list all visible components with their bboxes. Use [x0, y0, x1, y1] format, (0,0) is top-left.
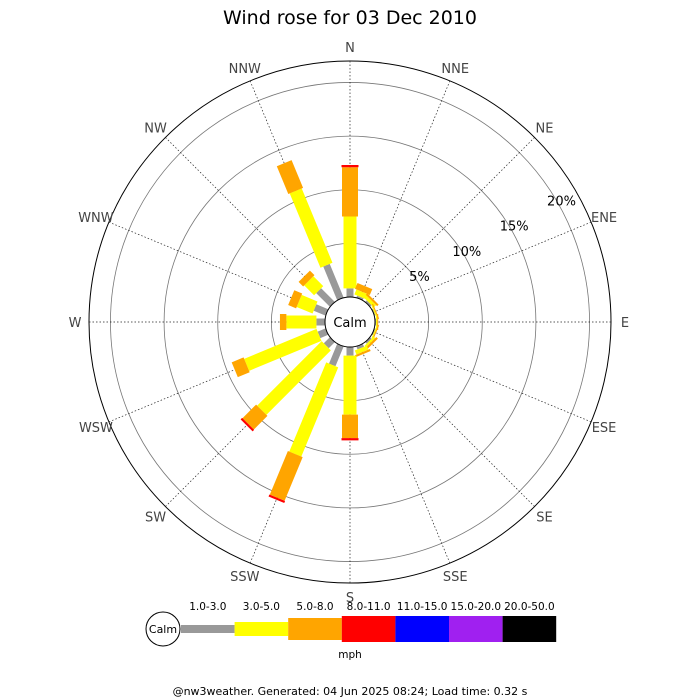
segment-nne-5.0-8.0	[355, 282, 373, 296]
radial-label-10: 10%	[452, 245, 481, 260]
bar-nne	[354, 282, 373, 301]
legend-swatch-8.0-11.0	[341, 616, 396, 642]
wind-bars	[231, 160, 380, 503]
segment-nnw-5.0-8.0	[276, 160, 304, 194]
direction-label-se: SE	[536, 510, 552, 525]
bar-ne	[364, 293, 379, 308]
segment-nw-1.0-3.0	[316, 288, 335, 307]
segment-ssw-8.0-11.0	[268, 494, 286, 503]
segment-nw-5.0-8.0	[298, 270, 315, 287]
bar-nnw	[276, 160, 344, 301]
segment-wnw-3.0-5.0	[296, 294, 318, 314]
spoke-wnw	[108, 221, 328, 313]
legend-swatch-15.0-20.0	[449, 616, 503, 642]
segment-wsw-3.0-5.0	[244, 328, 322, 371]
segment-wsw-5.0-8.0	[231, 357, 250, 378]
direction-label-s: S	[346, 591, 354, 606]
direction-label-ne: NE	[535, 122, 553, 137]
segment-sse-1.0-3.0	[356, 343, 365, 350]
legend-calm-label: Calm	[149, 623, 177, 636]
segment-nnw-1.0-3.0	[323, 263, 344, 301]
legend-label-8.0-11.0: 8.0-11.0	[347, 601, 391, 613]
legend-swatch-1.0-3.0	[181, 625, 235, 633]
segment-ne-5.0-8.0	[365, 293, 379, 307]
legend-label-1.0-3.0: 1.0-3.0	[189, 601, 226, 613]
spoke-sse	[359, 344, 451, 564]
direction-label-ssw: SSW	[230, 570, 260, 585]
legend-label-5.0-8.0: 5.0-8.0	[296, 601, 333, 613]
segment-wsw-1.0-3.0	[317, 328, 329, 339]
spoke-nne	[359, 80, 451, 300]
bar-wnw	[288, 290, 329, 316]
direction-label-ene: ENE	[591, 211, 617, 226]
bar-wsw	[231, 328, 329, 378]
calm-label: Calm	[333, 316, 366, 331]
legend-swatch-20.0-50.0	[502, 616, 557, 642]
spoke-ne	[367, 137, 535, 305]
segment-nnw-3.0-5.0	[289, 188, 333, 268]
spoke-ene	[372, 221, 592, 313]
segment-se-3.0-5.0	[364, 336, 376, 348]
legend: Calm 1.0-3.0 3.0-5.0 5.0-8.0 8.0-11.0 11.0-15…	[145, 601, 557, 661]
bar-ssw	[268, 343, 344, 503]
legend-label-3.0-5.0: 3.0-5.0	[243, 601, 280, 613]
chart-title: Wind rose for 03 Dec 2010	[223, 7, 477, 29]
legend-swatch-5.0-8.0	[288, 618, 342, 640]
segment-sw-1.0-3.0	[323, 337, 335, 349]
legend-swatch-3.0-5.0	[234, 622, 289, 636]
spoke-ese	[372, 331, 592, 423]
direction-label-nw: NW	[144, 122, 167, 137]
radial-label-5: 5%	[409, 270, 430, 285]
segment-ssw-3.0-5.0	[289, 362, 339, 457]
segment-nw-3.0-5.0	[304, 276, 324, 296]
bar-se	[364, 336, 378, 350]
radial-labels: 5% 10% 15% 20%	[409, 195, 576, 286]
segment-sw-3.0-5.0	[257, 341, 331, 415]
segment-ssw-1.0-3.0	[328, 343, 344, 367]
direction-labels: N NNE NE ENE E ESE SE SSE S SSW SW WSW W WNW NW NNW	[69, 41, 630, 606]
direction-label-e: E	[621, 316, 629, 331]
legend-calm-circle	[145, 611, 181, 647]
legend-swatch-11.0-15.0	[395, 616, 449, 642]
direction-label-nnw: NNW	[229, 62, 261, 77]
calm-circle	[324, 296, 376, 348]
legend-label-20.0-50.0: 20.0-50.0	[504, 601, 555, 613]
calm-center: Calm	[324, 296, 376, 348]
bar-sw	[240, 337, 335, 432]
footer-text: @nw3weather. Generated: 04 Jun 2025 08:2…	[173, 685, 528, 698]
grid-ring-15	[163, 135, 537, 509]
direction-label-sse: SSE	[443, 570, 468, 585]
direction-label-n: N	[345, 41, 355, 56]
radial-label-20: 20%	[547, 195, 576, 210]
segment-ne-3.0-5.0	[364, 295, 377, 308]
radial-label-15: 15%	[500, 220, 529, 235]
bar-nw	[298, 270, 335, 307]
bar-sse	[354, 343, 371, 358]
legend-label-11.0-15.0: 11.0-15.0	[397, 601, 448, 613]
direction-label-wnw: WNW	[78, 211, 114, 226]
direction-label-sw: SW	[145, 510, 166, 525]
legend-unit: mph	[338, 649, 362, 661]
segment-wnw-5.0-8.0	[288, 290, 303, 309]
segment-ssw-5.0-8.0	[269, 451, 303, 501]
segment-sw-5.0-8.0	[242, 404, 268, 430]
segment-wnw-1.0-3.0	[313, 304, 329, 316]
segment-sw-8.0-11.0	[240, 417, 255, 432]
spoke-se	[367, 339, 535, 507]
segment-se-5.0-8.0	[365, 337, 378, 350]
direction-label-nne: NNE	[441, 62, 469, 77]
direction-label-w: W	[69, 316, 82, 331]
segment-sse-3.0-5.0	[354, 345, 369, 355]
legend-label-15.0-20.0: 15.0-20.0	[451, 601, 502, 613]
direction-label-wsw: WSW	[79, 421, 113, 436]
segment-nne-3.0-5.0	[354, 289, 369, 300]
direction-label-ese: ESE	[592, 421, 617, 436]
segment-sse-5.0-8.0	[355, 348, 371, 358]
